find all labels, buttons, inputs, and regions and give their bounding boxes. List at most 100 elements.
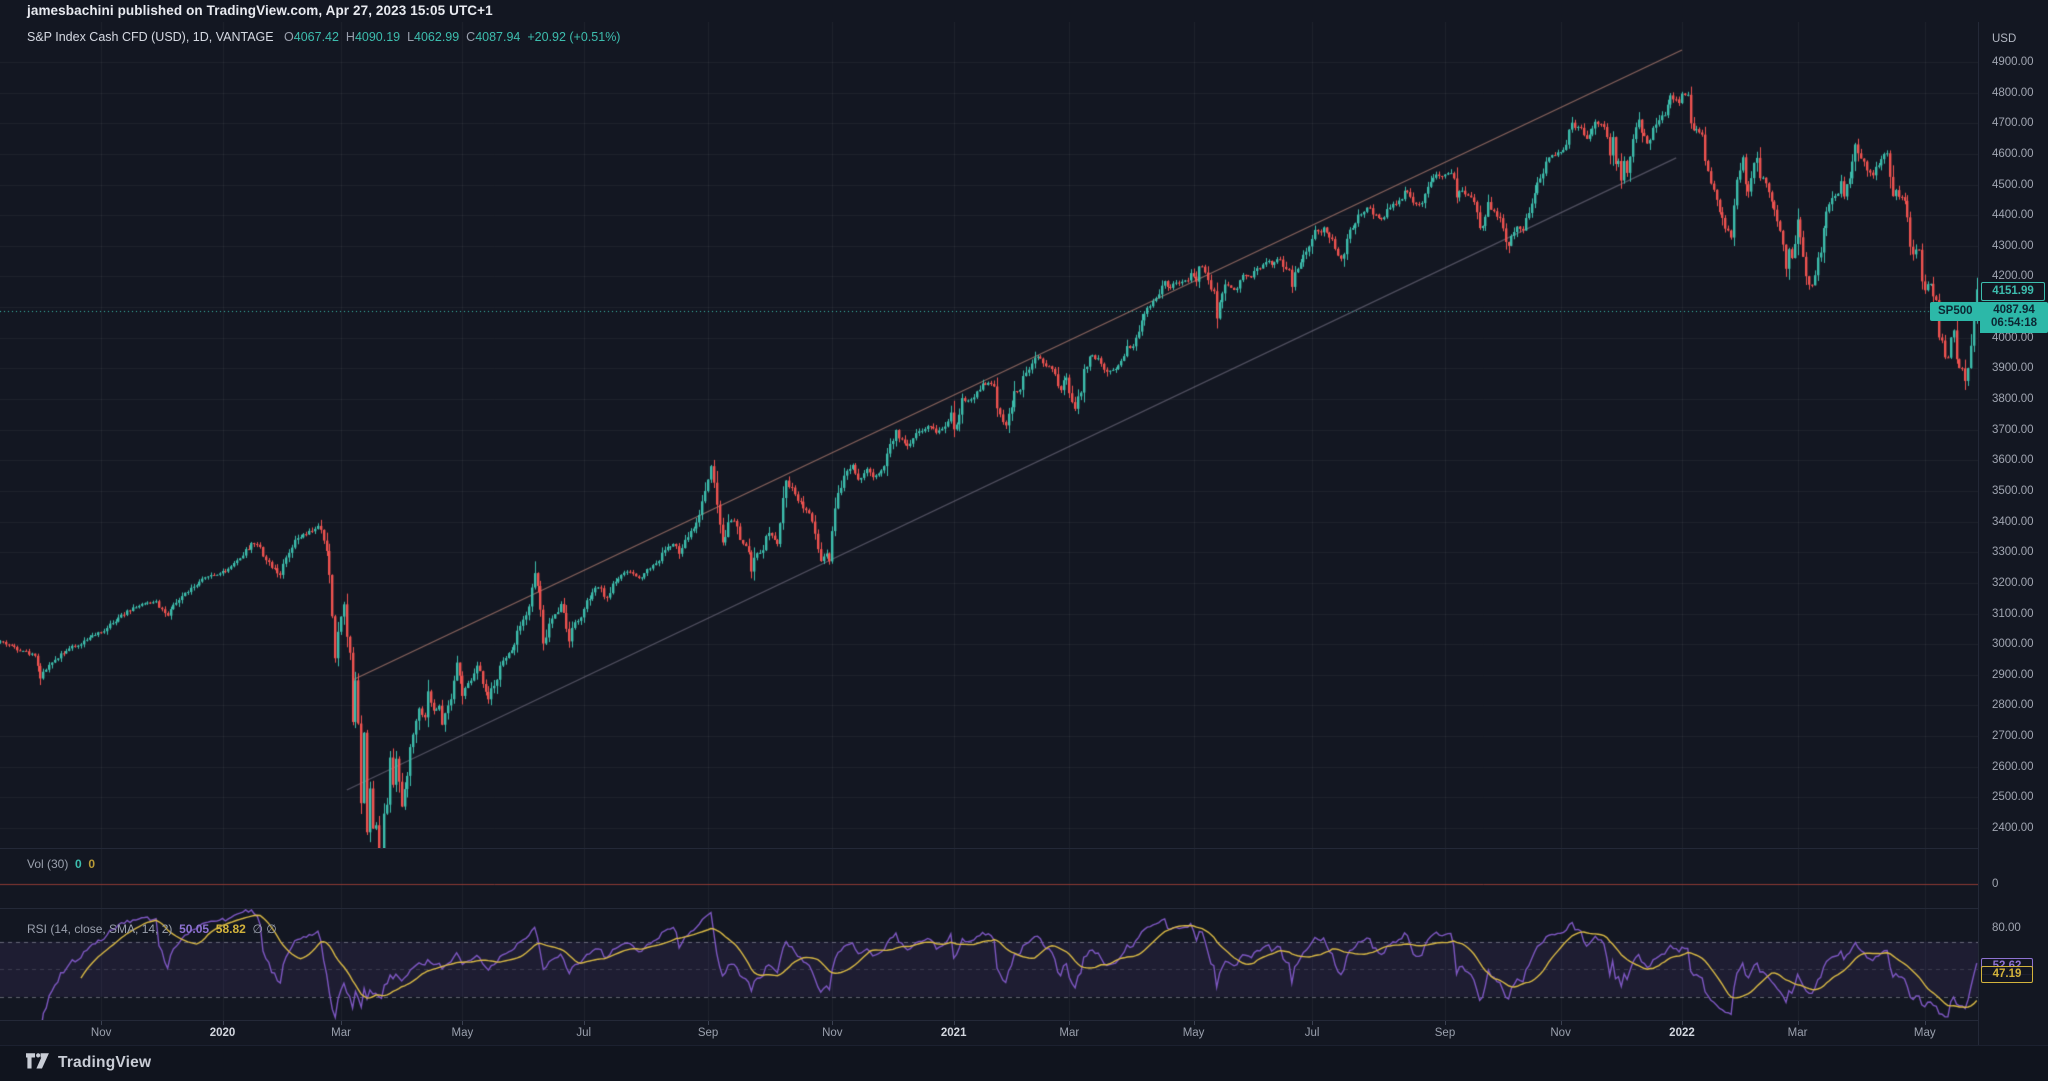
rsi-value: 50.05 (179, 922, 210, 936)
footer-bar: TradingView (0, 1045, 2048, 1081)
price-axis-label: 2600.00 (1992, 760, 2034, 773)
time-axis-label: 2020 (209, 1027, 236, 1039)
time-axis-label: Sep (697, 1027, 719, 1039)
attribution-text: jamesbachini published on TradingView.co… (27, 3, 493, 18)
price-axis-label: 2500.00 (1992, 791, 2034, 804)
time-axis-tick (1445, 1021, 1446, 1025)
price-axis-label: 4000.00 (1992, 331, 2034, 344)
countdown-timer: 06:54:18 (1990, 316, 2038, 329)
attribution-banner: jamesbachini published on TradingView.co… (0, 0, 2048, 22)
price-axis-label: 3900.00 (1992, 362, 2034, 375)
high-label: H (345, 30, 355, 44)
volume-title: Vol (30) (27, 857, 69, 871)
symbol-legend[interactable]: S&P Index Cash CFD (USD), 1D, VANTAGE O4… (27, 30, 620, 44)
change-value: +20.92 (+0.51%) (527, 30, 621, 44)
open-label: O (284, 30, 294, 44)
price-axis[interactable]: USD 0 80.00 4900.00 4800.00 4700.00 4600.00… (1978, 22, 2048, 1045)
time-axis-tick (954, 1021, 955, 1025)
rsi-pane-canvas[interactable] (0, 908, 1978, 1020)
price-axis-label: 3400.00 (1992, 515, 2034, 528)
price-axis-label: 4600.00 (1992, 147, 2034, 160)
time-axis-label: 2022 (1669, 1027, 1695, 1039)
time-axis-tick (832, 1021, 833, 1025)
price-axis-label: 4800.00 (1992, 86, 2034, 99)
volume-pane-canvas[interactable] (0, 848, 1978, 908)
time-axis-tick (1312, 1021, 1313, 1025)
rsi-title: RSI (14, close, SMA, 14, 2) (27, 922, 173, 936)
time-axis-label: Nov (1550, 1027, 1571, 1039)
time-axis-label: May (451, 1027, 474, 1039)
time-axis-label: Mar (1787, 1027, 1808, 1039)
time-axis-tick (223, 1021, 224, 1025)
symbol-tag-label[interactable]: SP500 (1930, 301, 1981, 321)
price-axis-label: 2400.00 (1992, 822, 2034, 834)
volume-ma-value: 0 (88, 857, 96, 871)
price-axis-label: 4700.00 (1992, 117, 2034, 130)
time-axis-tick (101, 1021, 102, 1025)
price-axis-label: 3600.00 (1992, 454, 2034, 467)
price-axis-label: 4400.00 (1992, 209, 2034, 222)
time-axis-label: Jul (1304, 1027, 1320, 1039)
low-value: 4062.99 (414, 30, 460, 44)
time-axis-label: Mar (1059, 1027, 1080, 1039)
price-axis-label: 2700.00 (1992, 730, 2034, 743)
time-axis-tick (1798, 1021, 1799, 1025)
open-value: 4067.42 (293, 30, 339, 44)
high-value: 4090.19 (354, 30, 401, 44)
price-axis-label: 4300.00 (1992, 239, 2034, 252)
current-price-value: 4087.94 (1993, 303, 2035, 316)
price-axis-label: 4900.00 (1992, 56, 2034, 68)
symbol-title: S&P Index Cash CFD (USD), 1D, VANTAGE (27, 30, 274, 44)
price-axis-label: 3300.00 (1992, 546, 2034, 559)
price-axis-label: 3500.00 (1992, 484, 2034, 497)
time-axis-label: Jul (576, 1027, 592, 1039)
chart-area[interactable]: S&P Index Cash CFD (USD), 1D, VANTAGE O4… (0, 22, 2048, 1045)
close-label: C (466, 30, 476, 44)
time-axis-label: Mar (331, 1027, 351, 1039)
rsi-empty-values: ∅ ∅ (252, 922, 277, 936)
rsi-axis-label: 80.00 (1992, 922, 2021, 934)
close-value: 4087.94 (475, 30, 521, 44)
price-axis-label: 4500.00 (1992, 178, 2034, 191)
tradingview-logo-text: TradingView (58, 1054, 152, 1071)
time-axis-tick (1069, 1021, 1070, 1025)
volume-value: 0 (75, 857, 82, 871)
pane-separator[interactable] (0, 908, 1978, 909)
time-axis-label: Nov (90, 1027, 112, 1039)
time-axis-tick (1925, 1021, 1926, 1025)
last-close-price-label[interactable]: 4151.99 (1981, 282, 2045, 302)
time-axis-label: May (1182, 1027, 1205, 1039)
time-axis-tick (708, 1021, 709, 1025)
tradingview-logo-icon (26, 1053, 49, 1069)
time-axis-tick (1194, 1021, 1195, 1025)
rsi-legend[interactable]: RSI (14, close, SMA, 14, 2) 50.05 58.82 … (27, 922, 277, 936)
time-axis[interactable]: Nov 2020 Mar May Jul Sep Nov 2021 Mar May Jul Sep No… (0, 1020, 1978, 1046)
time-axis-tick (584, 1021, 585, 1025)
time-axis-tick (341, 1021, 342, 1025)
price-axis-label: 3100.00 (1992, 607, 2034, 620)
price-axis-label: 3200.00 (1992, 576, 2034, 589)
price-axis-label: 3000.00 (1992, 638, 2034, 651)
time-axis-label: 2021 (940, 1027, 967, 1039)
pane-separator[interactable] (0, 848, 1978, 849)
time-axis-label: Nov (822, 1027, 843, 1039)
low-label: L (407, 30, 415, 44)
current-price-label[interactable]: 4087.94 06:54:18 (1980, 301, 2048, 333)
tradingview-logo[interactable]: TradingView (26, 1053, 151, 1073)
time-axis-label: May (1913, 1027, 1936, 1039)
time-axis-tick (1682, 1021, 1683, 1025)
price-axis-label: 3800.00 (1992, 393, 2034, 406)
price-axis-label: 2900.00 (1992, 668, 2034, 681)
time-axis-label: Sep (1434, 1027, 1456, 1039)
time-axis-tick (462, 1021, 463, 1025)
rsi-ma-value: 58.82 (215, 922, 246, 936)
price-axis-label: 2800.00 (1992, 699, 2034, 712)
rsi-ma-value-label[interactable]: 47.19 (1981, 966, 2033, 984)
price-axis-label: 4200.00 (1992, 270, 2034, 283)
price-chart-canvas[interactable] (0, 22, 1978, 848)
currency-label: USD (1992, 33, 2017, 45)
time-axis-tick (1561, 1021, 1562, 1025)
volume-legend[interactable]: Vol (30) 0 0 (27, 857, 95, 871)
volume-axis-label: 0 (1992, 878, 1999, 890)
